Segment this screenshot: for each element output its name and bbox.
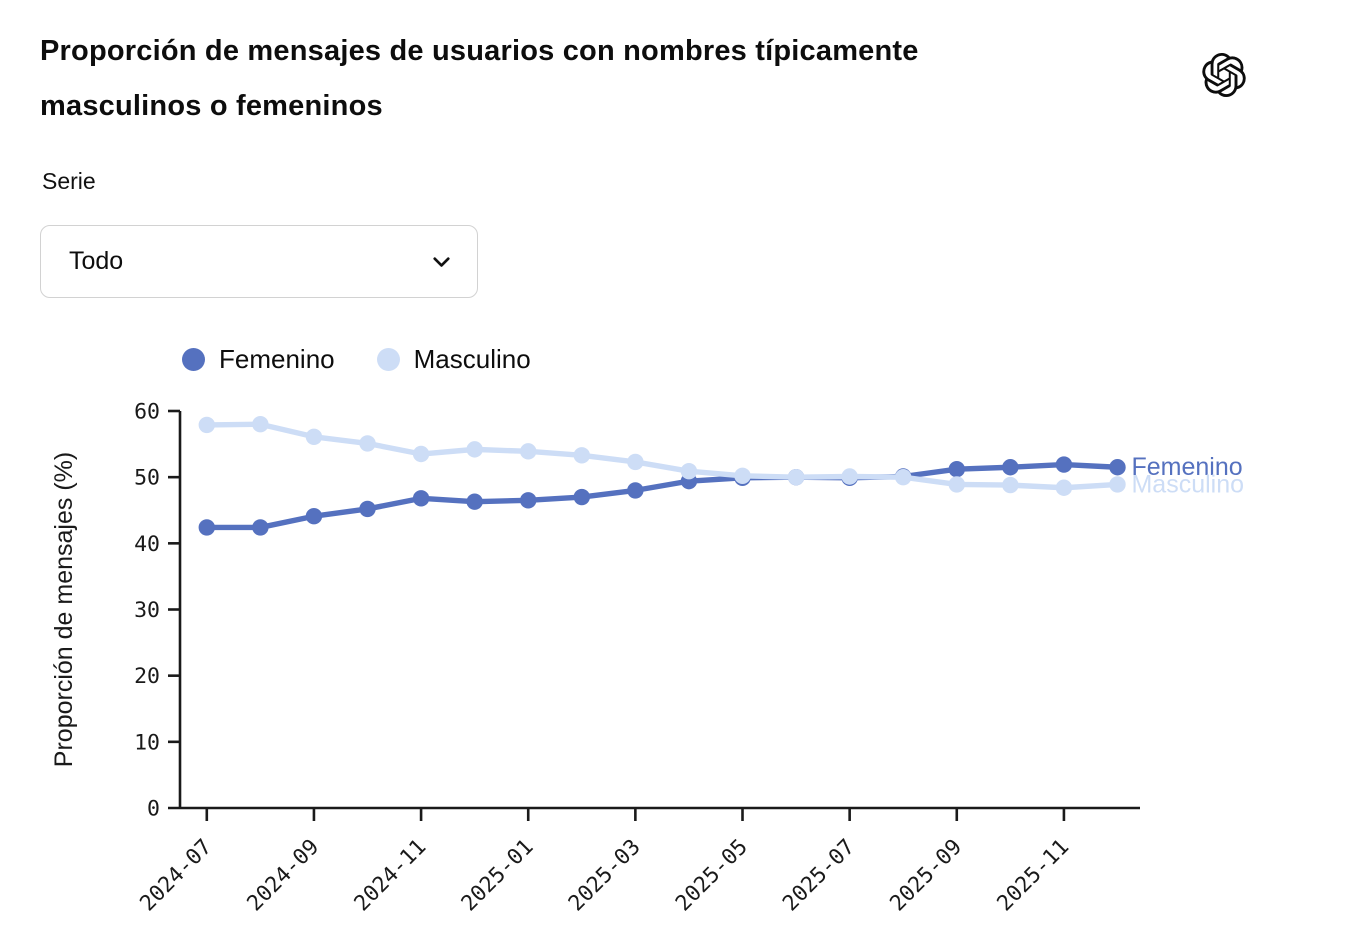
series-femenino-point bbox=[573, 488, 590, 506]
x-tick-label: 2024-11 bbox=[350, 835, 432, 917]
series-masculino-point bbox=[948, 476, 965, 493]
serie-dropdown-value: Todo bbox=[69, 247, 124, 275]
series-masculino-point bbox=[1109, 476, 1126, 493]
serie-label: Serie bbox=[42, 168, 96, 194]
series-femenino-point bbox=[1055, 456, 1073, 473]
series-masculino-point bbox=[680, 463, 698, 480]
legend-label: Femenino bbox=[219, 344, 335, 374]
series-masculino-point bbox=[466, 441, 483, 458]
y-axis-title: Proporción de mensajes (%) bbox=[50, 452, 78, 767]
x-tick-label: 2024-07 bbox=[135, 835, 217, 917]
series-masculino-point bbox=[895, 468, 912, 486]
series-femenino-end-label: Femenino bbox=[1131, 453, 1242, 481]
x-tick-label: 2024-09 bbox=[242, 835, 324, 917]
x-tick-label: 2025-05 bbox=[671, 835, 753, 917]
x-tick-label: 2025-09 bbox=[885, 835, 967, 917]
series-femenino-point bbox=[198, 519, 215, 536]
x-tick-label: 2025-07 bbox=[778, 835, 860, 917]
page-title: Proporción de mensajes de usuarios con n… bbox=[40, 35, 919, 122]
y-tick-label: 40 bbox=[134, 532, 160, 557]
series-femenino-point bbox=[359, 500, 376, 518]
series-masculino-point bbox=[520, 443, 537, 460]
series-femenino-point bbox=[627, 482, 644, 499]
series-masculino-point bbox=[305, 428, 323, 446]
series-femenino-point bbox=[520, 492, 537, 509]
legend-label: Masculino bbox=[413, 344, 531, 374]
chevron-down-icon bbox=[433, 257, 450, 267]
legend-item-femenino: Femenino bbox=[182, 344, 335, 375]
legend-item-masculino: Masculino bbox=[376, 344, 531, 375]
series-masculino-point bbox=[198, 416, 215, 434]
series-femenino-line bbox=[204, 461, 1121, 531]
series-masculino-point bbox=[1055, 479, 1073, 496]
series-masculino-point bbox=[359, 435, 376, 452]
series-masculino-line bbox=[204, 421, 1121, 491]
series-masculino-point bbox=[841, 468, 858, 485]
series-masculino-end-label: Masculino bbox=[1131, 470, 1244, 498]
series-masculino-point bbox=[1002, 476, 1019, 494]
femenino-dot-icon bbox=[182, 348, 205, 371]
openai-logo-icon bbox=[1202, 53, 1246, 97]
series-femenino-point bbox=[466, 493, 483, 510]
serie-dropdown[interactable]: Todo bbox=[40, 225, 478, 298]
series-masculino-point bbox=[573, 447, 590, 464]
series-femenino-point bbox=[412, 490, 430, 507]
series-masculino-point bbox=[412, 445, 430, 463]
masculino-dot-icon bbox=[376, 348, 400, 371]
series-masculino-point bbox=[734, 467, 751, 485]
series-femenino-point bbox=[252, 519, 269, 536]
x-tick-label: 2025-03 bbox=[564, 835, 646, 917]
series-masculino-point bbox=[787, 468, 805, 486]
series-masculino-point bbox=[627, 453, 644, 471]
series-femenino-point bbox=[1109, 459, 1126, 476]
y-tick-label: 60 bbox=[134, 400, 160, 425]
series-masculino-point bbox=[252, 416, 269, 433]
y-tick-label: 0 bbox=[147, 797, 160, 822]
y-tick-label: 10 bbox=[134, 730, 160, 755]
y-tick-label: 50 bbox=[134, 466, 160, 491]
series-femenino-point bbox=[1002, 459, 1019, 476]
y-tick-label: 30 bbox=[134, 598, 160, 623]
x-tick-label: 2025-01 bbox=[457, 835, 539, 917]
x-tick-label: 2025-11 bbox=[992, 835, 1074, 917]
y-tick-label: 20 bbox=[134, 664, 160, 689]
chart-legend: Femenino Masculino bbox=[182, 344, 531, 375]
series-femenino-point bbox=[948, 461, 965, 478]
series-femenino-point bbox=[305, 508, 323, 525]
